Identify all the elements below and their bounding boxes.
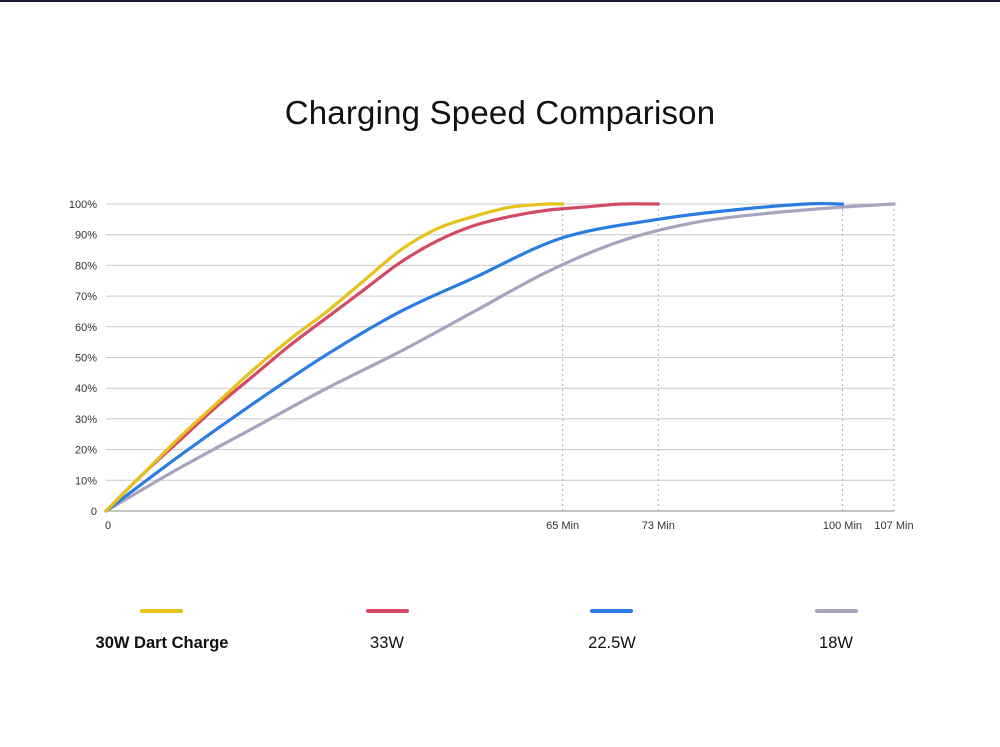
top-rule bbox=[0, 0, 1000, 2]
legend-label-30w: 30W Dart Charge bbox=[95, 634, 229, 652]
y-tick-label: 80% bbox=[75, 260, 97, 272]
grid-layer bbox=[106, 203, 894, 512]
legend-label-33w: 33W bbox=[370, 634, 404, 652]
legend-label-18w: 18W bbox=[819, 634, 853, 652]
y-tick-label: 50% bbox=[75, 353, 97, 365]
series-line-3 bbox=[104, 202, 896, 513]
x-tick-label: 0 bbox=[105, 520, 111, 532]
marker-layer bbox=[562, 204, 895, 511]
legend-label-22w: 22.5W bbox=[588, 634, 636, 652]
axis-layer: 0 10% 20% 30% 40% 50% 60% 70% 80% 90% 100% 0 65 Min 7… bbox=[69, 199, 914, 532]
x-tick-label: 107 Min bbox=[874, 520, 913, 532]
y-tick-label: 100% bbox=[69, 199, 97, 211]
legend-swatch-18w bbox=[815, 609, 858, 613]
y-tick-label: 0 bbox=[91, 506, 97, 518]
series-line-2 bbox=[104, 201, 845, 513]
legend-swatch-30w bbox=[140, 609, 183, 613]
legend-swatch-22w bbox=[590, 609, 633, 613]
y-tick-label: 90% bbox=[75, 230, 97, 242]
y-tick-label: 30% bbox=[75, 414, 97, 426]
y-tick-label: 10% bbox=[75, 475, 97, 487]
x-tick-label: 65 Min bbox=[546, 520, 579, 532]
y-tick-label: 40% bbox=[75, 383, 97, 395]
x-tick-label: 100 Min bbox=[823, 520, 862, 532]
y-tick-label: 70% bbox=[75, 291, 97, 303]
series-layer bbox=[104, 201, 896, 513]
y-tick-label: 60% bbox=[75, 322, 97, 334]
y-tick-label: 20% bbox=[75, 445, 97, 457]
series-line-1 bbox=[104, 202, 660, 513]
series-line-0 bbox=[104, 202, 565, 513]
x-tick-label: 73 Min bbox=[642, 520, 675, 532]
legend-swatch-33w bbox=[366, 609, 409, 613]
chart-title: Charging Speed Comparison bbox=[284, 94, 716, 131]
